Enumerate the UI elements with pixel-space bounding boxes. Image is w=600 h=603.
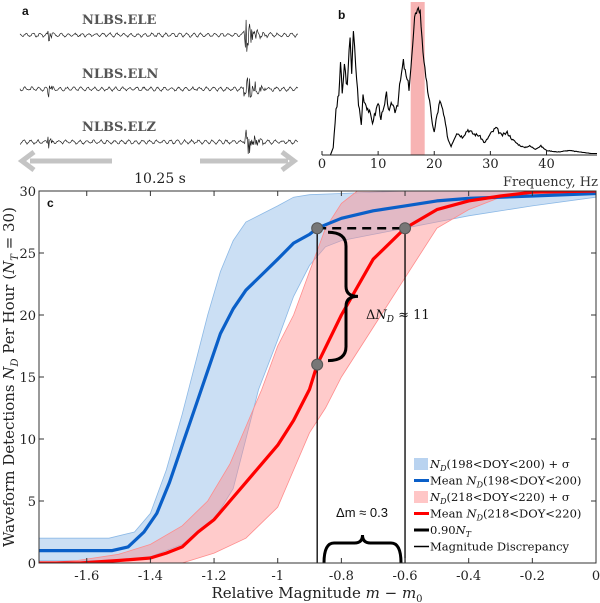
sigma-band-lower-edge xyxy=(39,196,596,561)
x-tick-label: 0 xyxy=(318,157,326,172)
legend-item: 0.90NT xyxy=(414,523,472,539)
legend-item: ND(218<DOY<220) + σ xyxy=(414,490,570,506)
intersection-marker xyxy=(311,222,324,235)
x-tick-label: -1.6 xyxy=(74,569,99,584)
vertical-brace xyxy=(327,230,359,363)
legend-label: Magnitude Discrepancy xyxy=(430,540,570,554)
x-tick-label: 30 xyxy=(482,157,499,172)
legend-label-part: T xyxy=(466,530,472,539)
x-axis-label: Relative Magnitude m − m0 xyxy=(211,584,422,603)
detection-curves-plot: -1.6 -1.4 -1.2 -1 -0.8 -0.6 -0.4 -0.2 0 0 5 10 15 20 2… xyxy=(19,185,600,584)
legend-label-part: Mean xyxy=(430,474,467,488)
legend-label-part: Magnitude Discrepancy xyxy=(430,540,570,554)
legend-label: ND(218<DOY<220) + σ xyxy=(429,490,570,506)
x-tick-label: -1.2 xyxy=(202,569,227,584)
x-tick-label: -0.8 xyxy=(329,569,354,584)
legend-label-part: Mean xyxy=(430,507,467,521)
spectrum-plot: 0 10 20 30 40 xyxy=(318,2,597,172)
y-axis-label: Waveform Detections ND Per Hour (NT = 30… xyxy=(0,207,21,547)
legend-label-part: N xyxy=(466,474,478,488)
frequency-band-highlight xyxy=(410,2,425,155)
legend-label-part: N xyxy=(455,523,467,537)
seismogram-traces xyxy=(19,19,299,154)
legend-label-part: (198<DOY<200) + σ xyxy=(446,457,569,471)
legend-item: Mean ND(198<DOY<200) xyxy=(414,474,581,490)
station-label-eln: NLBS.ELN xyxy=(82,67,159,82)
legend-swatch xyxy=(414,491,428,503)
y-tick-label: 10 xyxy=(19,433,36,448)
seismogram-trace xyxy=(19,19,299,52)
panel-b-label: b xyxy=(338,8,345,22)
legend-label: Mean ND(198<DOY<200) xyxy=(430,474,581,490)
x-tick-label: -0.4 xyxy=(456,569,481,584)
x-tick-label: -1 xyxy=(271,569,284,584)
legend-label-part: (198<DOY<200) xyxy=(483,474,581,488)
x-tick-label: 10 xyxy=(370,157,387,172)
y-tick-label: 20 xyxy=(19,309,36,324)
legend-label: 0.90NT xyxy=(430,523,472,539)
panel-a: a NLBS.ELE NLBS.ELN NLBS.ELZ 10.25 s xyxy=(17,4,299,187)
plot-area xyxy=(39,191,596,563)
legend-label-part: D xyxy=(476,481,484,490)
duration-label: 10.25 s xyxy=(134,171,186,187)
legend-label-part: D xyxy=(476,514,484,523)
station-label-elz: NLBS.ELZ xyxy=(82,120,157,135)
x-tick-label: 0 xyxy=(592,569,600,584)
legend-label-part: 0.90 xyxy=(430,523,456,537)
sigma-band-lower-edge xyxy=(39,191,596,563)
x-tick-label: -0.6 xyxy=(392,569,417,584)
mean-curve xyxy=(39,191,596,563)
y-tick-label: 25 xyxy=(19,247,36,262)
station-label-ele: NLBS.ELE xyxy=(82,13,157,28)
y-tick-label: 0 xyxy=(28,557,36,572)
delta-nd-annotation: ΔND ≈ 11 xyxy=(366,308,430,325)
right-arrow-icon xyxy=(200,150,299,172)
horizontal-brace xyxy=(322,534,403,563)
x-tick-label: 20 xyxy=(426,157,443,172)
legend-item: Mean ND(218<DOY<220) xyxy=(414,507,581,523)
seismogram-trace xyxy=(19,129,299,154)
legend-label-part: D xyxy=(439,464,447,473)
panel-b: b 0 10 20 30 40 Frequency, Hz xyxy=(318,2,598,190)
legend-item: Magnitude Discrepancy xyxy=(414,540,570,554)
legend-label-part: (218<DOY<220) xyxy=(483,507,581,521)
legend-label-part: N xyxy=(429,490,441,504)
x-tick-label: 40 xyxy=(538,157,555,172)
y-tick-label: 5 xyxy=(28,495,36,510)
sigma-band-upper-edge xyxy=(39,191,596,563)
sigma-band-upper-edge xyxy=(39,191,596,539)
y-tick-label: 30 xyxy=(19,185,36,200)
legend-label-part: D xyxy=(439,497,447,506)
intersection-marker xyxy=(311,358,324,371)
panel-a-label: a xyxy=(22,4,29,18)
panel-c-label: c xyxy=(47,196,54,210)
spectrum-line xyxy=(322,6,597,156)
x-tick-label: -1.4 xyxy=(138,569,163,584)
mean-curve xyxy=(39,191,596,553)
legend-label: Mean ND(218<DOY<220) xyxy=(430,507,581,523)
panel-c: -1.6 -1.4 -1.2 -1 -0.8 -0.6 -0.4 -0.2 0 0 5 10 15 20 2… xyxy=(0,185,600,603)
panel-b-xlabel: Frequency, Hz xyxy=(503,175,598,190)
seismogram-trace xyxy=(19,77,299,98)
legend-item: ND(198<DOY<200) + σ xyxy=(414,457,570,473)
legend-label: ND(198<DOY<200) + σ xyxy=(429,457,570,473)
y-tick-label: 15 xyxy=(19,371,36,386)
legend-label-part: N xyxy=(429,457,441,471)
left-arrow-icon xyxy=(17,150,112,172)
sigma-band xyxy=(39,191,596,561)
legend-swatch xyxy=(414,458,428,470)
legend-label-part: (218<DOY<220) + σ xyxy=(446,490,569,504)
delta-m-annotation: Δm ≈ 0.3 xyxy=(336,505,388,520)
legend-label-part: N xyxy=(466,507,478,521)
x-tick-label: -0.2 xyxy=(520,569,545,584)
intersection-marker xyxy=(399,222,412,235)
